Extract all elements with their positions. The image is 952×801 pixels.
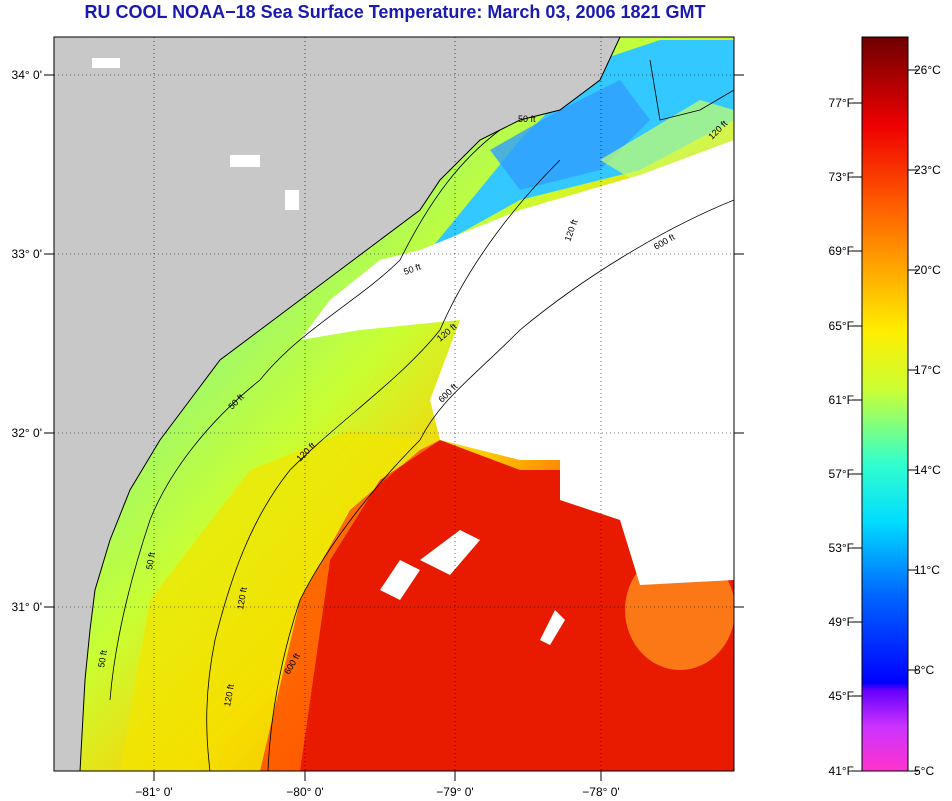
cb-f-label: 69°F (829, 244, 854, 258)
cb-c-label: 20°C (914, 263, 941, 277)
cb-f-label: 49°F (829, 615, 854, 629)
map-area (54, 37, 734, 771)
contour-label: 50 ft (144, 551, 157, 570)
axis-ticks (44, 74, 744, 781)
cloud-patch-1 (380, 560, 420, 600)
cb-f-label: 53°F (829, 541, 854, 555)
inland-water-1 (230, 155, 260, 167)
coastline (79, 37, 621, 771)
land-mass (54, 37, 620, 771)
cb-c-label: 8°C (914, 663, 934, 677)
warm-front-region (260, 440, 440, 771)
lat-label-34: 34° 0' (12, 68, 42, 82)
lat-label-31: 31° 0' (12, 600, 42, 614)
contour-label: 120 ft (222, 683, 236, 707)
inland-water-3 (92, 58, 120, 68)
cb-f-label: 41°F (829, 764, 854, 778)
lon-label-81: −81° 0' (135, 785, 172, 799)
lon-label-78: −78° 0' (582, 785, 619, 799)
lat-label-33: 33° 0' (12, 247, 42, 261)
cb-f-label: 57°F (829, 467, 854, 481)
map-title: RU COOL NOAA−18 Sea Surface Temperature:… (84, 2, 706, 22)
cloud-cover (300, 140, 734, 460)
cloud-patch-east (560, 405, 734, 585)
contour-label: 50 ft (96, 649, 109, 668)
contour-label: 120 ft (235, 586, 249, 610)
contour-120ft (206, 159, 561, 771)
inland-water-2 (285, 190, 299, 210)
lon-label-80: −80° 0' (286, 785, 323, 799)
colorbar-ticks (852, 69, 918, 772)
transition-region (120, 430, 420, 771)
lat-label-32: 32° 0' (12, 426, 42, 440)
cb-c-label: 23°C (914, 163, 941, 177)
grid-lines (54, 37, 734, 771)
cloud-patch-3 (540, 610, 565, 645)
contour-600ft (267, 199, 734, 771)
cb-c-label: 11°C (914, 563, 940, 577)
colorbar (861, 36, 909, 772)
contour-label: 50 ft (518, 114, 536, 124)
cb-c-label: 17°C (914, 363, 941, 377)
contour-50ft (109, 129, 501, 701)
cloud-patch-2 (420, 530, 480, 575)
cb-c-label: 14°C (914, 463, 941, 477)
lon-label-79: −79° 0' (436, 785, 473, 799)
cb-f-label: 65°F (829, 319, 854, 333)
cold-core (490, 80, 650, 190)
cb-f-label: 45°F (829, 689, 854, 703)
cb-f-label: 73°F (829, 170, 854, 184)
cb-f-label: 61°F (829, 393, 854, 407)
cb-f-label: 77°F (829, 96, 854, 110)
cb-c-label: 5°C (914, 764, 934, 778)
contour-north (649, 59, 734, 121)
cb-c-label: 26°C (914, 63, 941, 77)
map-frame (53, 36, 735, 772)
